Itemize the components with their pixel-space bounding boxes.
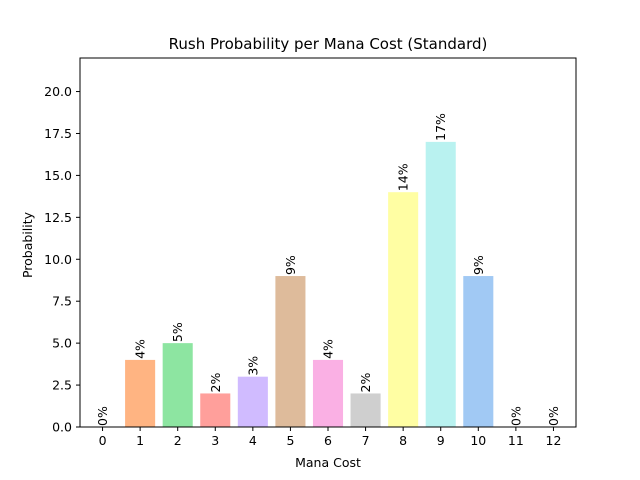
- bar-6: [312, 359, 344, 427]
- data-label-1: 4%: [133, 339, 148, 359]
- x-tick-label: 1: [136, 433, 144, 448]
- bar-1: [125, 359, 156, 427]
- x-tick-label: 12: [546, 433, 562, 448]
- y-tick-label: 0.0: [52, 420, 72, 435]
- data-label-0: 0%: [95, 406, 110, 426]
- bar-10: [463, 276, 494, 427]
- data-label-2: 5%: [170, 322, 185, 342]
- data-label-11: 0%: [508, 406, 523, 426]
- bar-7: [350, 393, 381, 427]
- data-label-12: 0%: [546, 406, 561, 426]
- bar-8: [388, 192, 419, 427]
- x-tick-label: 8: [399, 433, 407, 448]
- y-tick-label: 10.0: [44, 252, 72, 267]
- x-tick-label: 5: [286, 433, 294, 448]
- chart-title: Rush Probability per Mana Cost (Standard…: [169, 35, 488, 53]
- plot-frame: [79, 57, 577, 428]
- data-label-4: 3%: [245, 356, 260, 376]
- y-tick-label: 12.5: [44, 210, 72, 225]
- bar-5: [275, 276, 306, 427]
- y-axis-label: Probability: [20, 211, 35, 278]
- x-tick-label: 3: [211, 433, 219, 448]
- data-label-5: 9%: [283, 255, 298, 275]
- y-tick-label: 2.5: [52, 378, 72, 393]
- x-tick-label: 4: [249, 433, 257, 448]
- bar-2: [162, 343, 193, 427]
- data-label-9: 17%: [433, 113, 448, 141]
- y-tick-label: 20.0: [44, 84, 72, 99]
- y-axis: 0.0 2.5 5.0 7.5 10.0 12.5 15.0 17.5 20.0: [44, 84, 80, 435]
- bar-9: [425, 141, 456, 427]
- y-tick-label: 17.5: [44, 126, 72, 141]
- bar-4: [237, 376, 268, 427]
- data-labels-group: 0% 4% 5% 2% 3% 9% 4% 2% 14% 17% 9% 0% 0%: [95, 113, 561, 426]
- x-tick-label: 0: [99, 433, 107, 448]
- bar-3: [200, 393, 231, 427]
- data-label-8: 14%: [396, 163, 411, 191]
- x-tick-label: 11: [508, 433, 524, 448]
- y-tick-label: 5.0: [52, 336, 72, 351]
- data-label-6: 4%: [321, 339, 336, 359]
- x-axis-label: Mana Cost: [295, 455, 361, 470]
- x-tick-label: 2: [174, 433, 182, 448]
- x-tick-label: 9: [437, 433, 445, 448]
- data-label-7: 2%: [358, 373, 373, 393]
- y-tick-label: 15.0: [44, 168, 72, 183]
- data-label-3: 2%: [208, 373, 223, 393]
- data-label-10: 9%: [471, 255, 486, 275]
- x-tick-label: 10: [470, 433, 486, 448]
- x-tick-label: 6: [324, 433, 332, 448]
- y-tick-label: 7.5: [52, 294, 72, 309]
- bars-group: [125, 141, 494, 427]
- x-axis: 0 1 2 3 4 5 6 7 8 9 10 11 12: [99, 427, 562, 448]
- x-tick-label: 7: [362, 433, 370, 448]
